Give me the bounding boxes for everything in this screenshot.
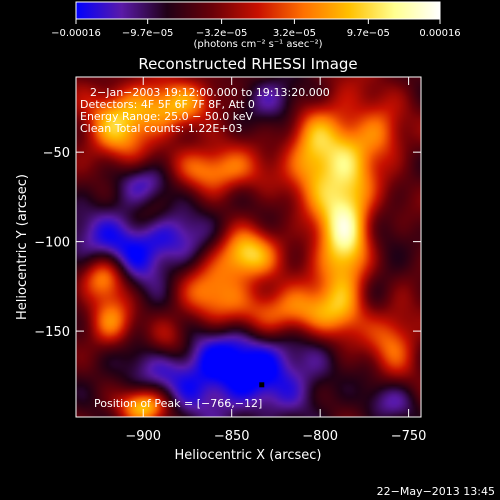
y-axis-ticks: −50 −100 −150 — [34, 146, 421, 340]
y-tick-label: −150 — [34, 325, 70, 340]
heatmap-image — [76, 77, 421, 417]
peak-position-label: Position of Peak = [−766,−12] — [94, 397, 262, 410]
peak-marker — [259, 382, 265, 388]
colorbar-tick-label: −0.00016 — [51, 28, 101, 39]
colorbar-tick-label: 3.2e−05 — [273, 28, 316, 39]
annotation-time-range: 2−Jan−2003 19:12:00.000 to 19:13:20.000 — [90, 86, 330, 99]
x-tick-label: −750 — [391, 429, 427, 444]
annotation-clean-counts: Clean Total counts: 1.22E+03 — [80, 122, 243, 135]
chart-title: Reconstructed RHESSI Image — [138, 55, 357, 73]
colorbar-label: (photons cm⁻² s⁻¹ asec⁻²) — [193, 39, 322, 50]
x-tick-label: −900 — [125, 429, 161, 444]
colorbar-tick-label: −3.2e−05 — [196, 28, 248, 39]
plot-frame — [75, 76, 422, 418]
colorbar-ticks: −0.00016 −9.7e−05 −3.2e−05 3.2e−05 9.7e−05 0.… — [51, 19, 461, 39]
colorbar — [76, 2, 440, 19]
x-tick-label: −800 — [302, 429, 338, 444]
y-tick-label: −50 — [43, 146, 70, 161]
colorbar-tick-label: −9.7e−05 — [122, 28, 174, 39]
annotation-energy-range: Energy Range: 25.0 − 50.0 keV — [80, 110, 254, 123]
colorbar-frame — [75, 1, 441, 20]
colorbar-tick-label: 0.00016 — [419, 28, 460, 39]
x-tick-label: −850 — [214, 429, 250, 444]
x-axis-label: Heliocentric X (arcsec) — [175, 448, 322, 463]
x-axis-ticks: −900 −850 −800 −750 — [125, 77, 426, 444]
footer-timestamp: 22−May−2013 13:45 — [377, 485, 495, 498]
annotation-detectors: Detectors: 4F 5F 6F 7F 8F, Att 0 — [80, 98, 255, 111]
y-axis-label: Heliocentric Y (arcsec) — [15, 174, 30, 320]
colorbar-tick-label: 9.7e−05 — [347, 28, 390, 39]
y-tick-label: −100 — [34, 236, 70, 251]
